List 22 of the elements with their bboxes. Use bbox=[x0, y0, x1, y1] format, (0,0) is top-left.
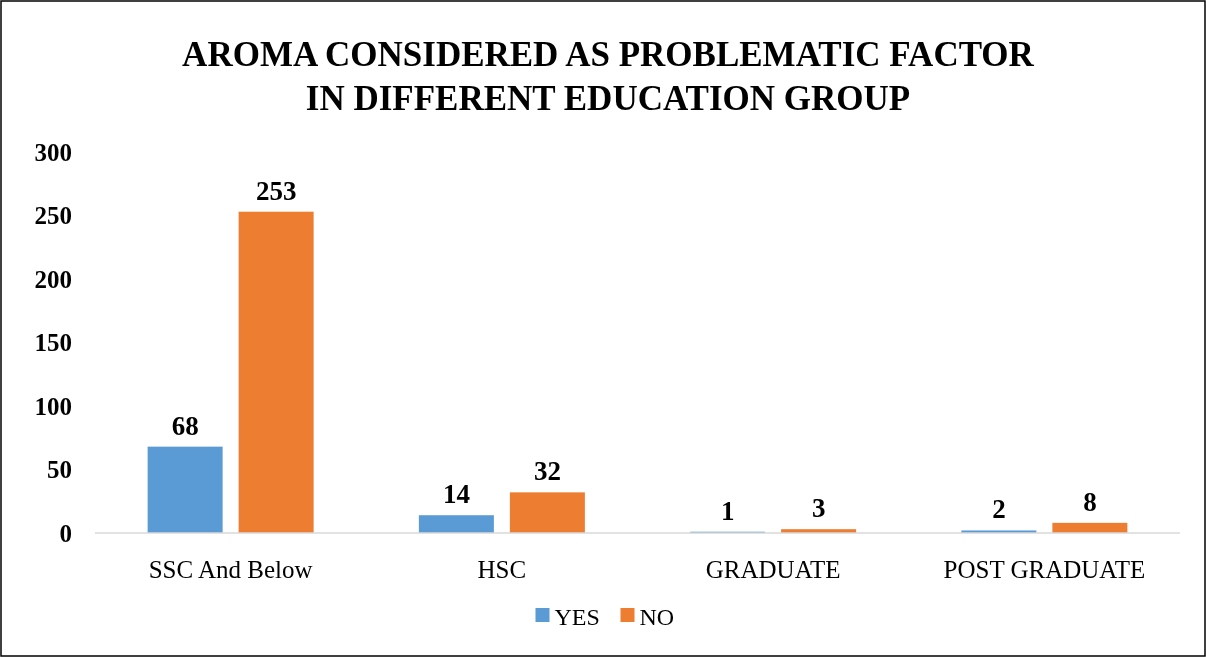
legend-label: YES bbox=[554, 604, 600, 630]
legend-label: NO bbox=[639, 604, 675, 630]
data-label: 14 bbox=[442, 479, 470, 510]
x-tick-label: POST GRADUATE bbox=[943, 556, 1146, 583]
x-tick-label: SSC And Below bbox=[148, 556, 313, 583]
x-tick-label: GRADUATE bbox=[705, 556, 841, 583]
data-label: 32 bbox=[533, 456, 561, 487]
x-tick-label: HSC bbox=[477, 556, 527, 583]
y-tick-label: 300 bbox=[34, 138, 72, 166]
chart-title: AROMA CONSIDERED AS PROBLEMATIC FACTOR IN DIFFERENT EDUCATION GROUP bbox=[182, 35, 1035, 118]
data-label: 253 bbox=[255, 175, 297, 206]
data-label: 8 bbox=[1083, 486, 1097, 517]
y-tick-label: 100 bbox=[34, 392, 72, 420]
y-tick-label: 200 bbox=[34, 265, 72, 293]
data-label: 3 bbox=[811, 493, 826, 524]
y-tick-label: 0 bbox=[59, 519, 72, 547]
y-tick-label: 150 bbox=[34, 329, 72, 357]
data-label: 1 bbox=[720, 495, 735, 526]
data-label: 2 bbox=[992, 494, 1006, 525]
y-tick-label: 50 bbox=[47, 456, 72, 484]
y-tick-label: 250 bbox=[34, 202, 72, 230]
data-label: 68 bbox=[171, 410, 199, 441]
